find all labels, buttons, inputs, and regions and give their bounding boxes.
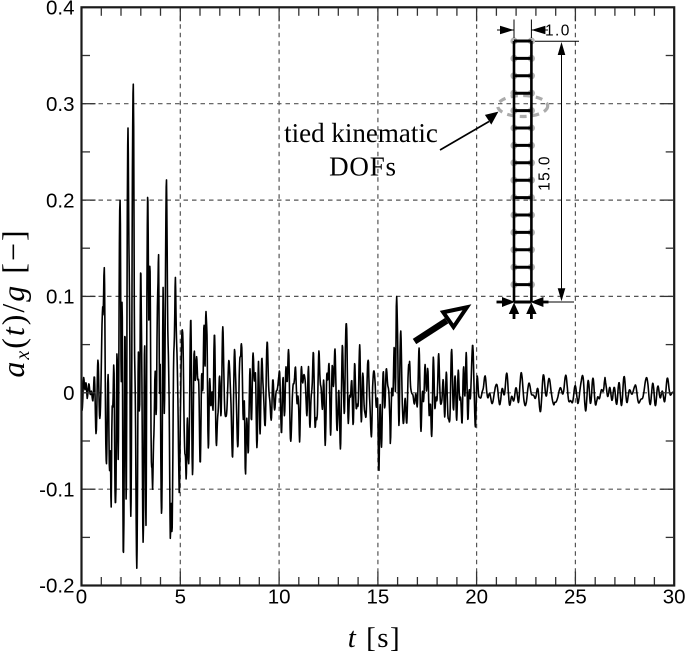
svg-text:0.2: 0.2 — [46, 189, 75, 212]
svg-text:10: 10 — [268, 586, 291, 609]
svg-text:t [s]: t [s] — [348, 622, 401, 654]
svg-text:1.0: 1.0 — [545, 22, 571, 39]
svg-text:tied kinematic: tied kinematic — [284, 118, 438, 148]
svg-text:ax(t)/g [−]: ax(t)/g [−] — [0, 228, 34, 377]
svg-text:DOFs: DOFs — [329, 152, 397, 182]
svg-text:15.0: 15.0 — [537, 155, 554, 191]
svg-text:30: 30 — [663, 586, 685, 609]
svg-text:25: 25 — [564, 586, 587, 609]
svg-text:0: 0 — [76, 586, 87, 609]
svg-text:-0.2: -0.2 — [39, 575, 74, 598]
svg-text:0.3: 0.3 — [46, 93, 75, 116]
svg-text:20: 20 — [465, 586, 488, 609]
svg-text:-0.1: -0.1 — [39, 478, 74, 501]
svg-text:0.1: 0.1 — [46, 286, 75, 309]
svg-text:0.4: 0.4 — [46, 0, 75, 20]
svg-text:0: 0 — [63, 382, 74, 405]
svg-text:15: 15 — [366, 586, 389, 609]
svg-text:5: 5 — [175, 586, 186, 609]
